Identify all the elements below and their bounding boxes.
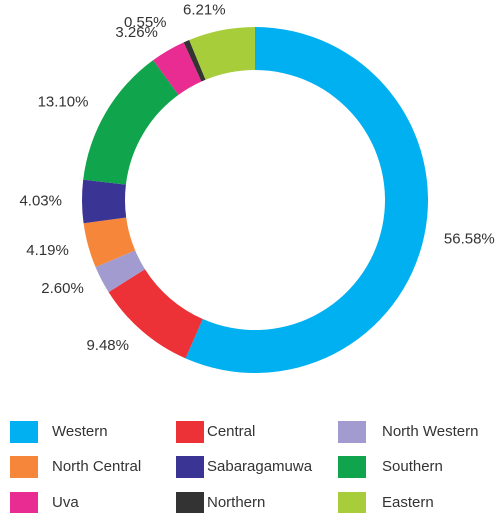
legend-swatch	[10, 456, 38, 478]
value-label: 4.19%	[26, 242, 69, 259]
legend-label: North Central	[52, 458, 141, 475]
legend-swatch	[338, 456, 366, 478]
legend-label: Central	[207, 423, 255, 440]
value-label: 4.03%	[19, 193, 62, 210]
legend-swatch	[176, 492, 204, 513]
donut-slice	[83, 60, 179, 185]
legend-label: North Western	[382, 423, 478, 440]
legend-label: Uva	[52, 494, 79, 511]
legend-swatch	[338, 421, 366, 443]
value-label: 3.26%	[115, 24, 158, 41]
legend-label: Western	[52, 423, 108, 440]
legend-swatch	[10, 492, 38, 513]
donut-slice	[183, 40, 206, 82]
value-label: 0.55%	[124, 14, 167, 31]
donut-slice	[189, 27, 255, 80]
legend-swatch	[338, 492, 366, 513]
donut-slice	[95, 250, 145, 293]
legend-label: Southern	[382, 458, 443, 475]
legend-swatch	[176, 421, 204, 443]
value-label: 56.58%	[444, 231, 495, 248]
value-label: 2.60%	[41, 280, 84, 297]
legend-label: Eastern	[382, 494, 434, 511]
donut-slice	[153, 42, 202, 95]
legend-swatch	[176, 456, 204, 478]
legend-label: Sabaragamuwa	[207, 458, 313, 475]
value-label: 9.48%	[86, 337, 129, 354]
donut-slice	[108, 269, 203, 359]
value-label: 6.21%	[183, 2, 226, 19]
donut-slice	[185, 27, 428, 373]
legend-label: Northern	[207, 494, 265, 511]
legend-swatch	[10, 421, 38, 443]
value-label: 13.10%	[38, 93, 89, 110]
donut-slice	[83, 217, 136, 268]
donut-slice	[81, 179, 127, 224]
